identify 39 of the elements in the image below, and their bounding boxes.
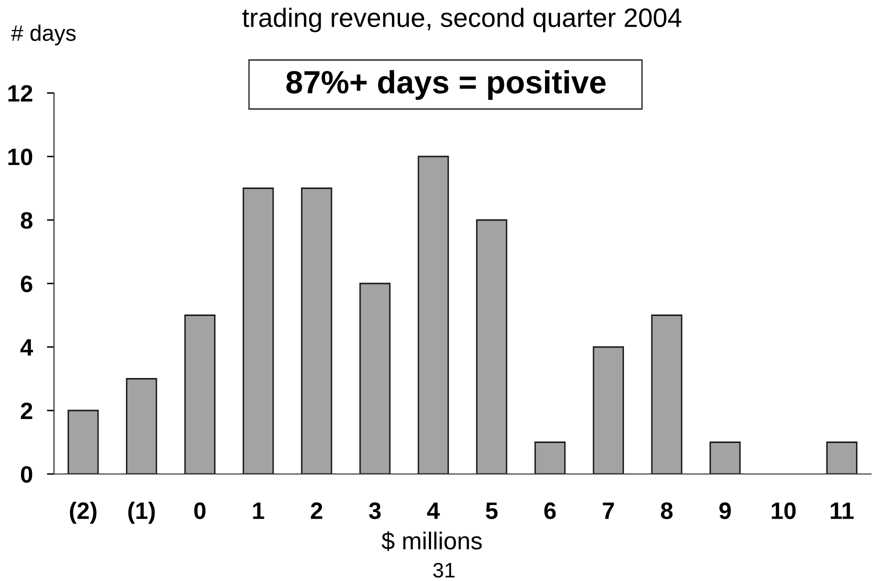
bar — [68, 410, 99, 474]
y-tick-label: 8 — [20, 212, 32, 229]
x-tick-label: 11 — [830, 502, 854, 519]
bar — [476, 219, 508, 474]
chart-title: trading revenue, second quarter 2004 — [242, 8, 682, 32]
bar — [592, 346, 624, 474]
y-axis-title: # days — [11, 24, 76, 46]
text: 31 — [433, 562, 455, 578]
bar — [418, 156, 449, 474]
x-axis-title: $ millions — [382, 531, 482, 551]
x-tick-label: (1) — [128, 502, 155, 524]
bar — [242, 188, 274, 474]
y-tick-label: 6 — [20, 276, 32, 292]
x-tick-label: 6 — [544, 502, 556, 520]
y-tick-label: 2 — [20, 402, 32, 420]
y-tick-label: 0 — [20, 466, 32, 483]
bar — [826, 442, 858, 474]
bar — [301, 188, 332, 474]
annotation: 87%+ days = positive — [286, 70, 606, 100]
bar — [534, 442, 566, 474]
bar — [359, 282, 391, 474]
x-tick-label: 1 — [253, 502, 264, 519]
x-tick-label: 0 — [194, 502, 206, 520]
x-tick-label: 2 — [310, 502, 322, 519]
x-tick-label: 7 — [602, 502, 614, 519]
bar — [126, 378, 158, 474]
x-tick-label: 5 — [486, 502, 498, 520]
x-tick-label: (2) — [70, 502, 96, 524]
bar — [651, 314, 682, 474]
bar — [184, 314, 216, 474]
y-tick-label: 10 — [8, 148, 32, 166]
y-tick-label: 12 — [8, 85, 32, 102]
x-tick-label: 3 — [368, 502, 381, 520]
x-tick-label: 9 — [719, 502, 731, 520]
x-tick-label: 10 — [772, 502, 796, 520]
x-tick-label: 4 — [427, 502, 440, 519]
bar — [710, 442, 741, 474]
y-tick-label: 4 — [20, 339, 34, 356]
x-tick-label: 8 — [660, 502, 673, 520]
